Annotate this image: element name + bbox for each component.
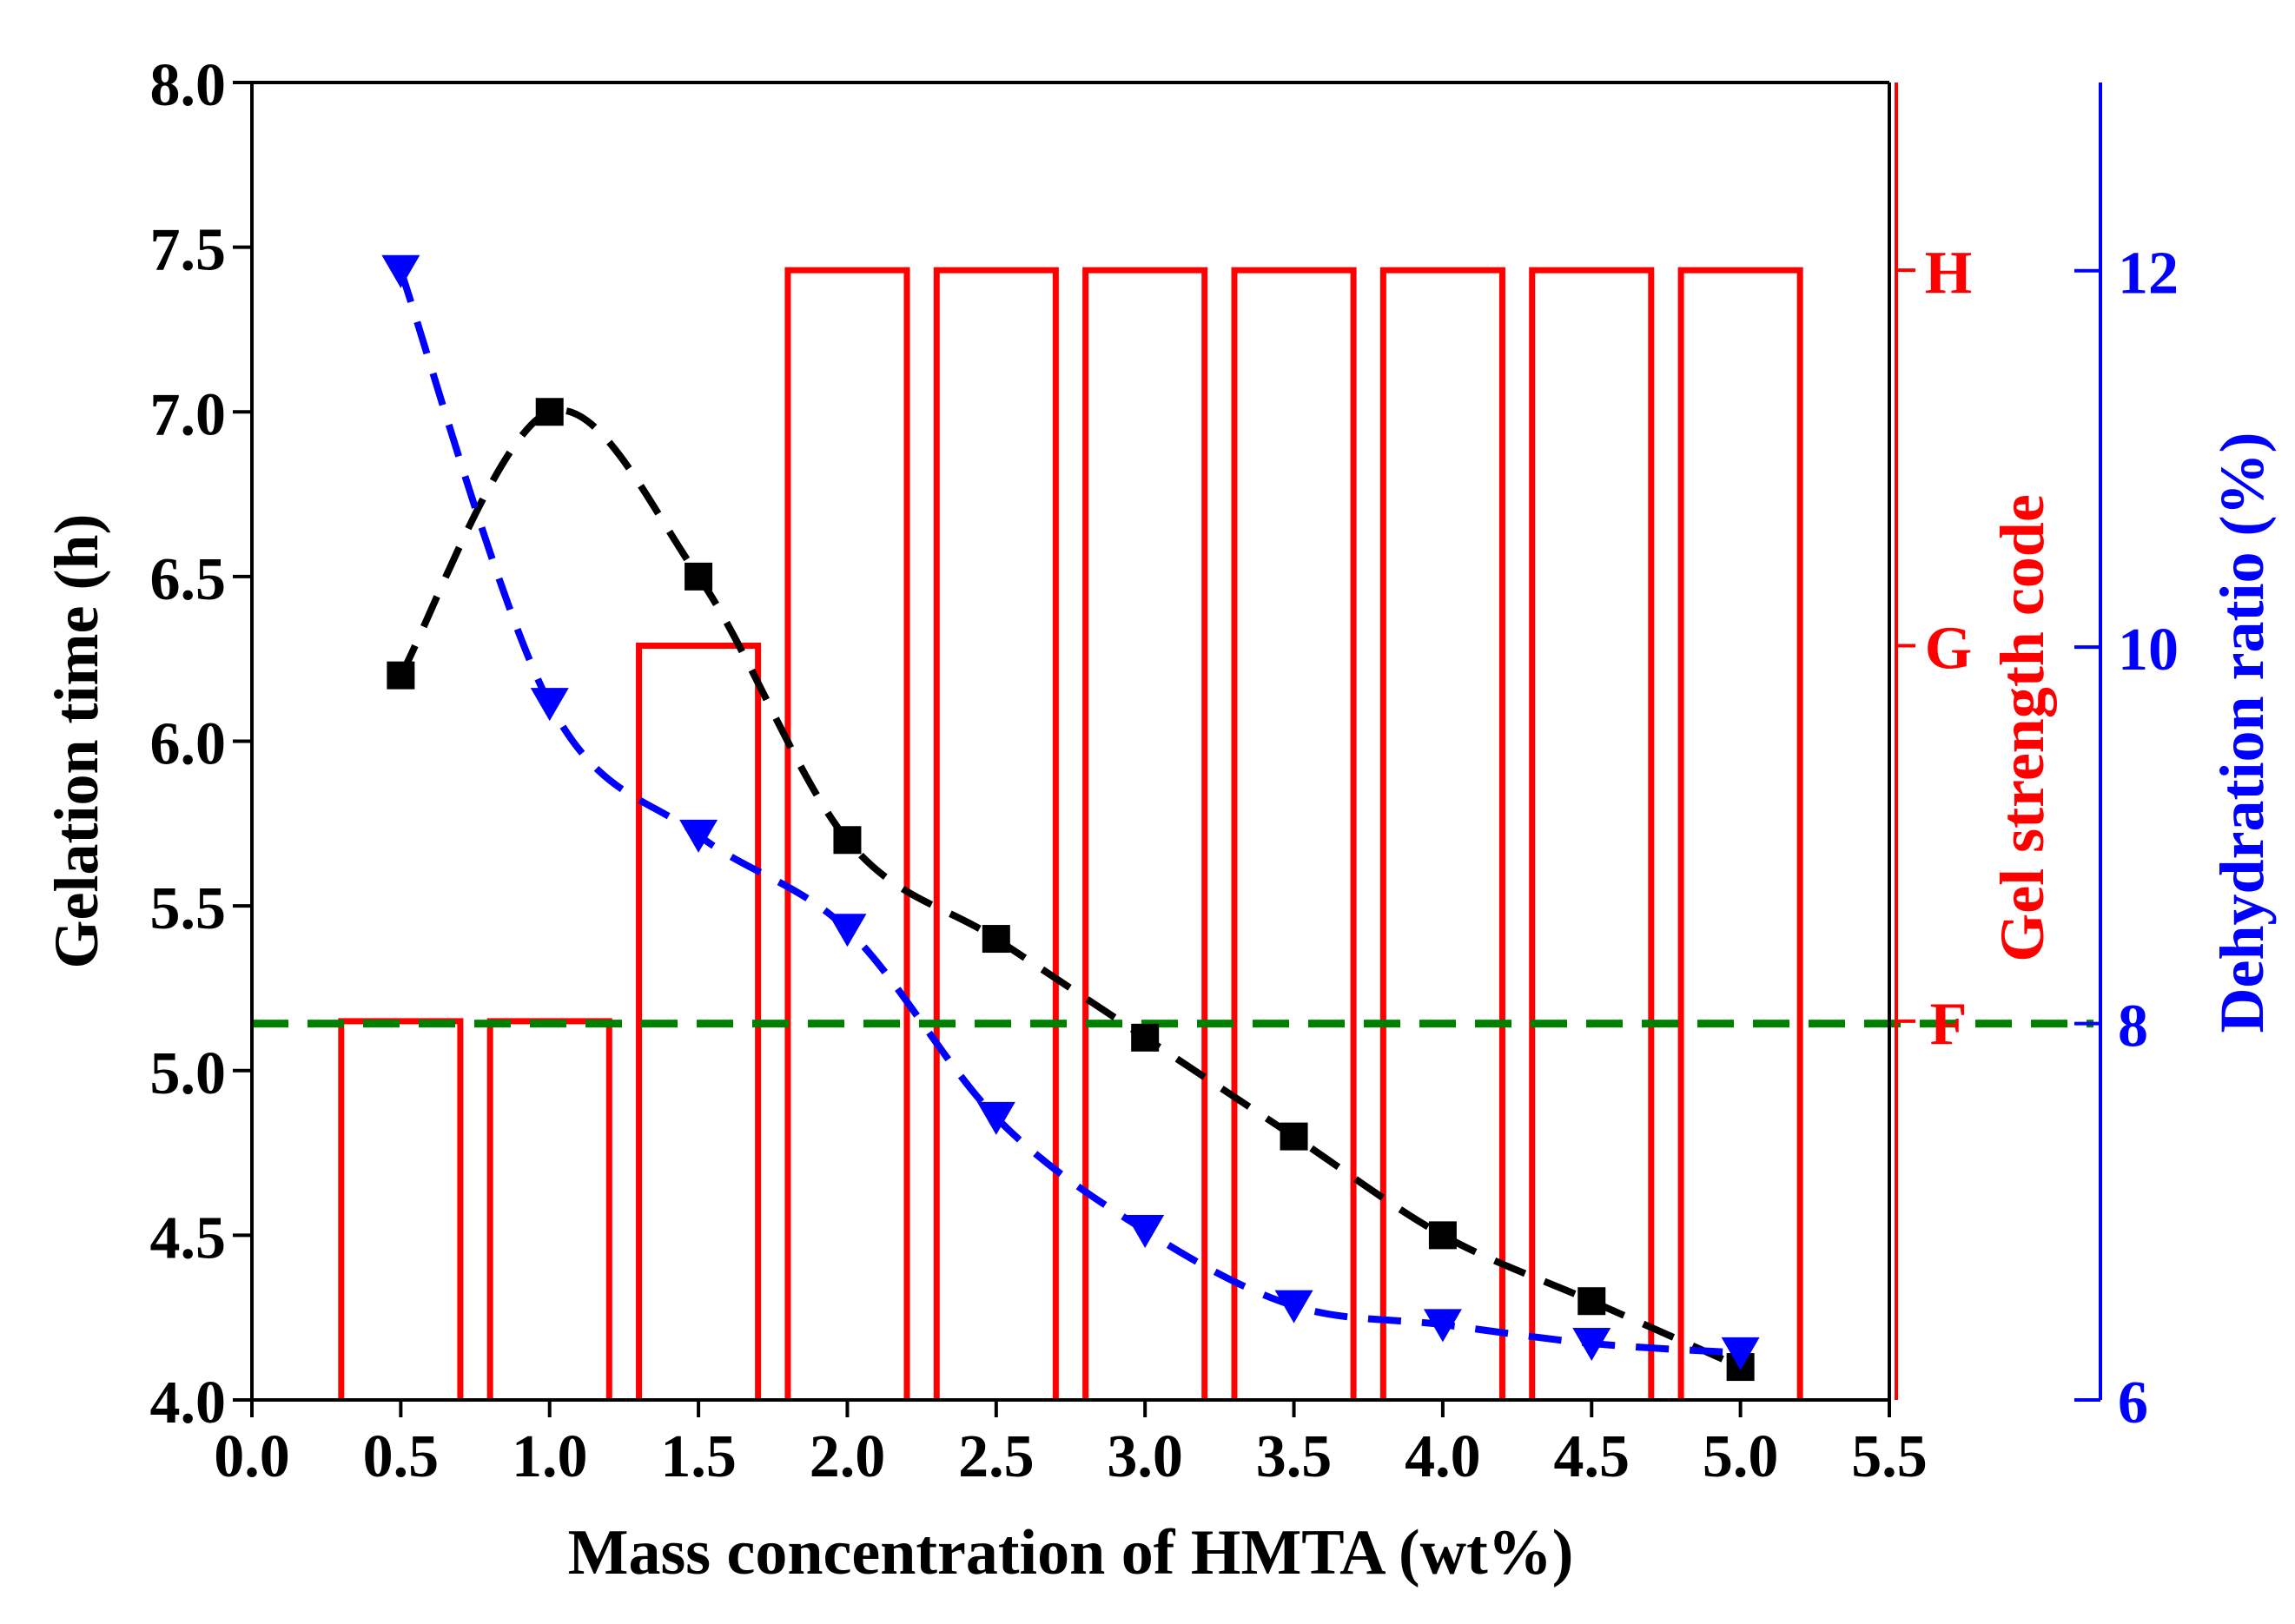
gel-strength-bar — [1231, 267, 1357, 1400]
dehydration-tick-label: 10 — [2118, 617, 2179, 683]
dehydration-ratio-point — [1721, 1337, 1760, 1370]
y-left-tick-label: 6.0 — [150, 711, 227, 778]
x-axis-title: Mass concentration of HMTA (wt%) — [568, 1517, 1574, 1588]
gelation-time-point — [1280, 1122, 1308, 1151]
x-tick-label: 0.5 — [363, 1423, 440, 1490]
dehydration-ratio-point — [976, 1101, 1015, 1135]
dehydration-ratio-point — [530, 688, 569, 722]
gelation-time-point — [685, 562, 713, 591]
labels-layer: 4.0 4.5 5.0 5.5 6.0 6.5 7.0 7.5 8.0 0.0 0.5 1.0 1.5 2… — [42, 52, 2277, 1588]
gel-strength-bar — [1677, 267, 1803, 1400]
axes-layer — [233, 81, 2102, 1417]
gel-strength-axis-title: Gel strength code — [1987, 494, 2057, 962]
y-left-tick-label: 6.5 — [150, 546, 227, 613]
x-tick-label: 5.0 — [1703, 1423, 1779, 1490]
bars-layer — [338, 267, 1803, 1400]
y-left-tick-label: 4.0 — [150, 1370, 227, 1436]
gel-strength-bar — [933, 267, 1059, 1400]
gel-strength-bar — [1082, 267, 1208, 1400]
gelation-time-point — [535, 398, 564, 426]
dehydration-tick-label: 12 — [2118, 241, 2179, 307]
dehydration-tick-label: 6 — [2118, 1370, 2148, 1436]
x-tick-label: 3.0 — [1107, 1423, 1183, 1490]
y-left-tick-label: 5.5 — [150, 875, 227, 942]
dehydration-ratio-point — [381, 254, 420, 288]
y-left-tick-label: 8.0 — [150, 52, 227, 119]
gelation-time-point — [1577, 1287, 1606, 1316]
gel-strength-bar — [1379, 267, 1505, 1400]
series-layer — [381, 254, 1760, 1382]
dehydration-ratio-point — [679, 819, 718, 853]
dehydration-ratio-point — [1572, 1327, 1611, 1361]
gel-strength-bar — [784, 267, 910, 1400]
y-left-tick-label: 5.0 — [150, 1040, 227, 1107]
x-tick-label: 3.5 — [1256, 1423, 1333, 1490]
gel-strength-bar — [1529, 267, 1655, 1400]
x-tick-label: 2.0 — [810, 1423, 886, 1490]
y-left-tick-label: 7.0 — [150, 381, 227, 448]
gel-strength-tick-label: H — [1925, 240, 1972, 307]
dehydration-ratio-point — [1126, 1214, 1165, 1248]
x-tick-label: 5.5 — [1851, 1423, 1928, 1490]
dehydration-axis-title: Dehydration ratio (%) — [2207, 432, 2277, 1033]
y-left-axis-title: Gelation time (h) — [42, 514, 111, 969]
gel-strength-tick-label: G — [1925, 616, 1972, 683]
gel-strength-tick-label: F — [1930, 991, 1968, 1058]
x-tick-label: 2.5 — [958, 1423, 1035, 1490]
y-left-tick-label: 7.5 — [150, 217, 227, 284]
gelation-time-point — [387, 661, 415, 690]
x-tick-label: 0.0 — [214, 1423, 290, 1490]
dehydration-ratio-point — [828, 914, 867, 947]
series-line-gelation-time — [397, 406, 1743, 1370]
series-line-dehydration-ratio — [397, 269, 1741, 1357]
dehydration-ratio-point — [1423, 1309, 1462, 1343]
gel-strength-bar — [486, 1018, 612, 1400]
x-tick-label: 1.5 — [660, 1423, 737, 1490]
x-tick-label: 4.0 — [1405, 1423, 1481, 1490]
gelation-time-point — [1428, 1221, 1457, 1250]
gelation-time-point — [833, 826, 862, 855]
dehydration-ratio-point — [1274, 1290, 1313, 1324]
gel-strength-bar — [338, 1018, 464, 1400]
gelation-time-point — [982, 925, 1010, 954]
x-tick-label: 1.0 — [512, 1423, 588, 1490]
gelation-time-point — [1131, 1023, 1160, 1052]
dehydration-tick-label: 8 — [2118, 994, 2148, 1060]
x-tick-label: 4.5 — [1554, 1423, 1630, 1490]
y-left-tick-label: 4.5 — [150, 1205, 227, 1271]
